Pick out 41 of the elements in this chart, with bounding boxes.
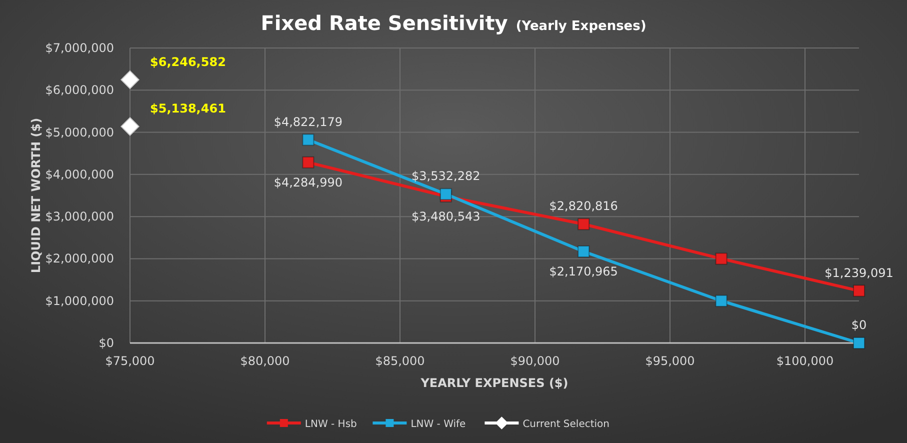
data-label: $4,284,990 bbox=[274, 175, 343, 190]
point bbox=[578, 218, 590, 230]
point bbox=[715, 294, 728, 307]
legend-label: LNW - Hsb bbox=[304, 419, 357, 430]
y-tick-label: $6,000,000 bbox=[45, 83, 114, 98]
data-label: $5,138,461 bbox=[150, 101, 226, 116]
x-axis-title: YEARLY EXPENSES ($) bbox=[420, 376, 568, 390]
data-label: $3,532,282 bbox=[412, 169, 480, 184]
point bbox=[715, 252, 728, 265]
data-label: $4,822,179 bbox=[274, 114, 343, 129]
x-tick-label: $80,000 bbox=[240, 354, 290, 368]
chart-subtitle: (Yearly Expenses) bbox=[516, 19, 646, 34]
x-tick-label: $75,000 bbox=[105, 354, 155, 368]
y-tick-label: $5,000,000 bbox=[45, 125, 114, 140]
y-tick-label: $2,000,000 bbox=[45, 252, 114, 266]
data-label: $1,239,091 bbox=[824, 266, 894, 280]
x-tick-label: $85,000 bbox=[375, 354, 425, 368]
legend-label: Current Selection bbox=[522, 419, 610, 430]
data-label: $2,170,965 bbox=[549, 264, 618, 279]
data-label: $2,820,816 bbox=[549, 199, 618, 214]
x-tick-label: $90,000 bbox=[510, 354, 560, 368]
point bbox=[578, 246, 590, 258]
y-tick-label: $7,000,000 bbox=[45, 41, 114, 55]
point bbox=[302, 156, 314, 168]
legend-label: LNW - Wife bbox=[410, 419, 466, 430]
x-tick-label: $95,000 bbox=[645, 354, 695, 368]
point bbox=[302, 134, 314, 146]
y-tick-label: $3,000,000 bbox=[45, 210, 114, 224]
data-label: $6,246,582 bbox=[150, 54, 226, 69]
point bbox=[853, 337, 865, 349]
y-tick-label: $4,000,000 bbox=[45, 167, 114, 182]
y-tick-label: $0 bbox=[98, 336, 114, 350]
point bbox=[120, 117, 140, 136]
data-label: $3,480,543 bbox=[412, 209, 480, 224]
data-label: $0 bbox=[851, 318, 867, 332]
x-tick-label: $100,000 bbox=[776, 354, 834, 368]
chart-title: Fixed Rate Sensitivity bbox=[260, 11, 508, 35]
y-tick-label: $1,000,000 bbox=[45, 294, 114, 308]
point bbox=[120, 70, 140, 90]
point bbox=[853, 284, 865, 297]
y-axis-title: LIQUID NET WORTH ($) bbox=[29, 118, 43, 274]
